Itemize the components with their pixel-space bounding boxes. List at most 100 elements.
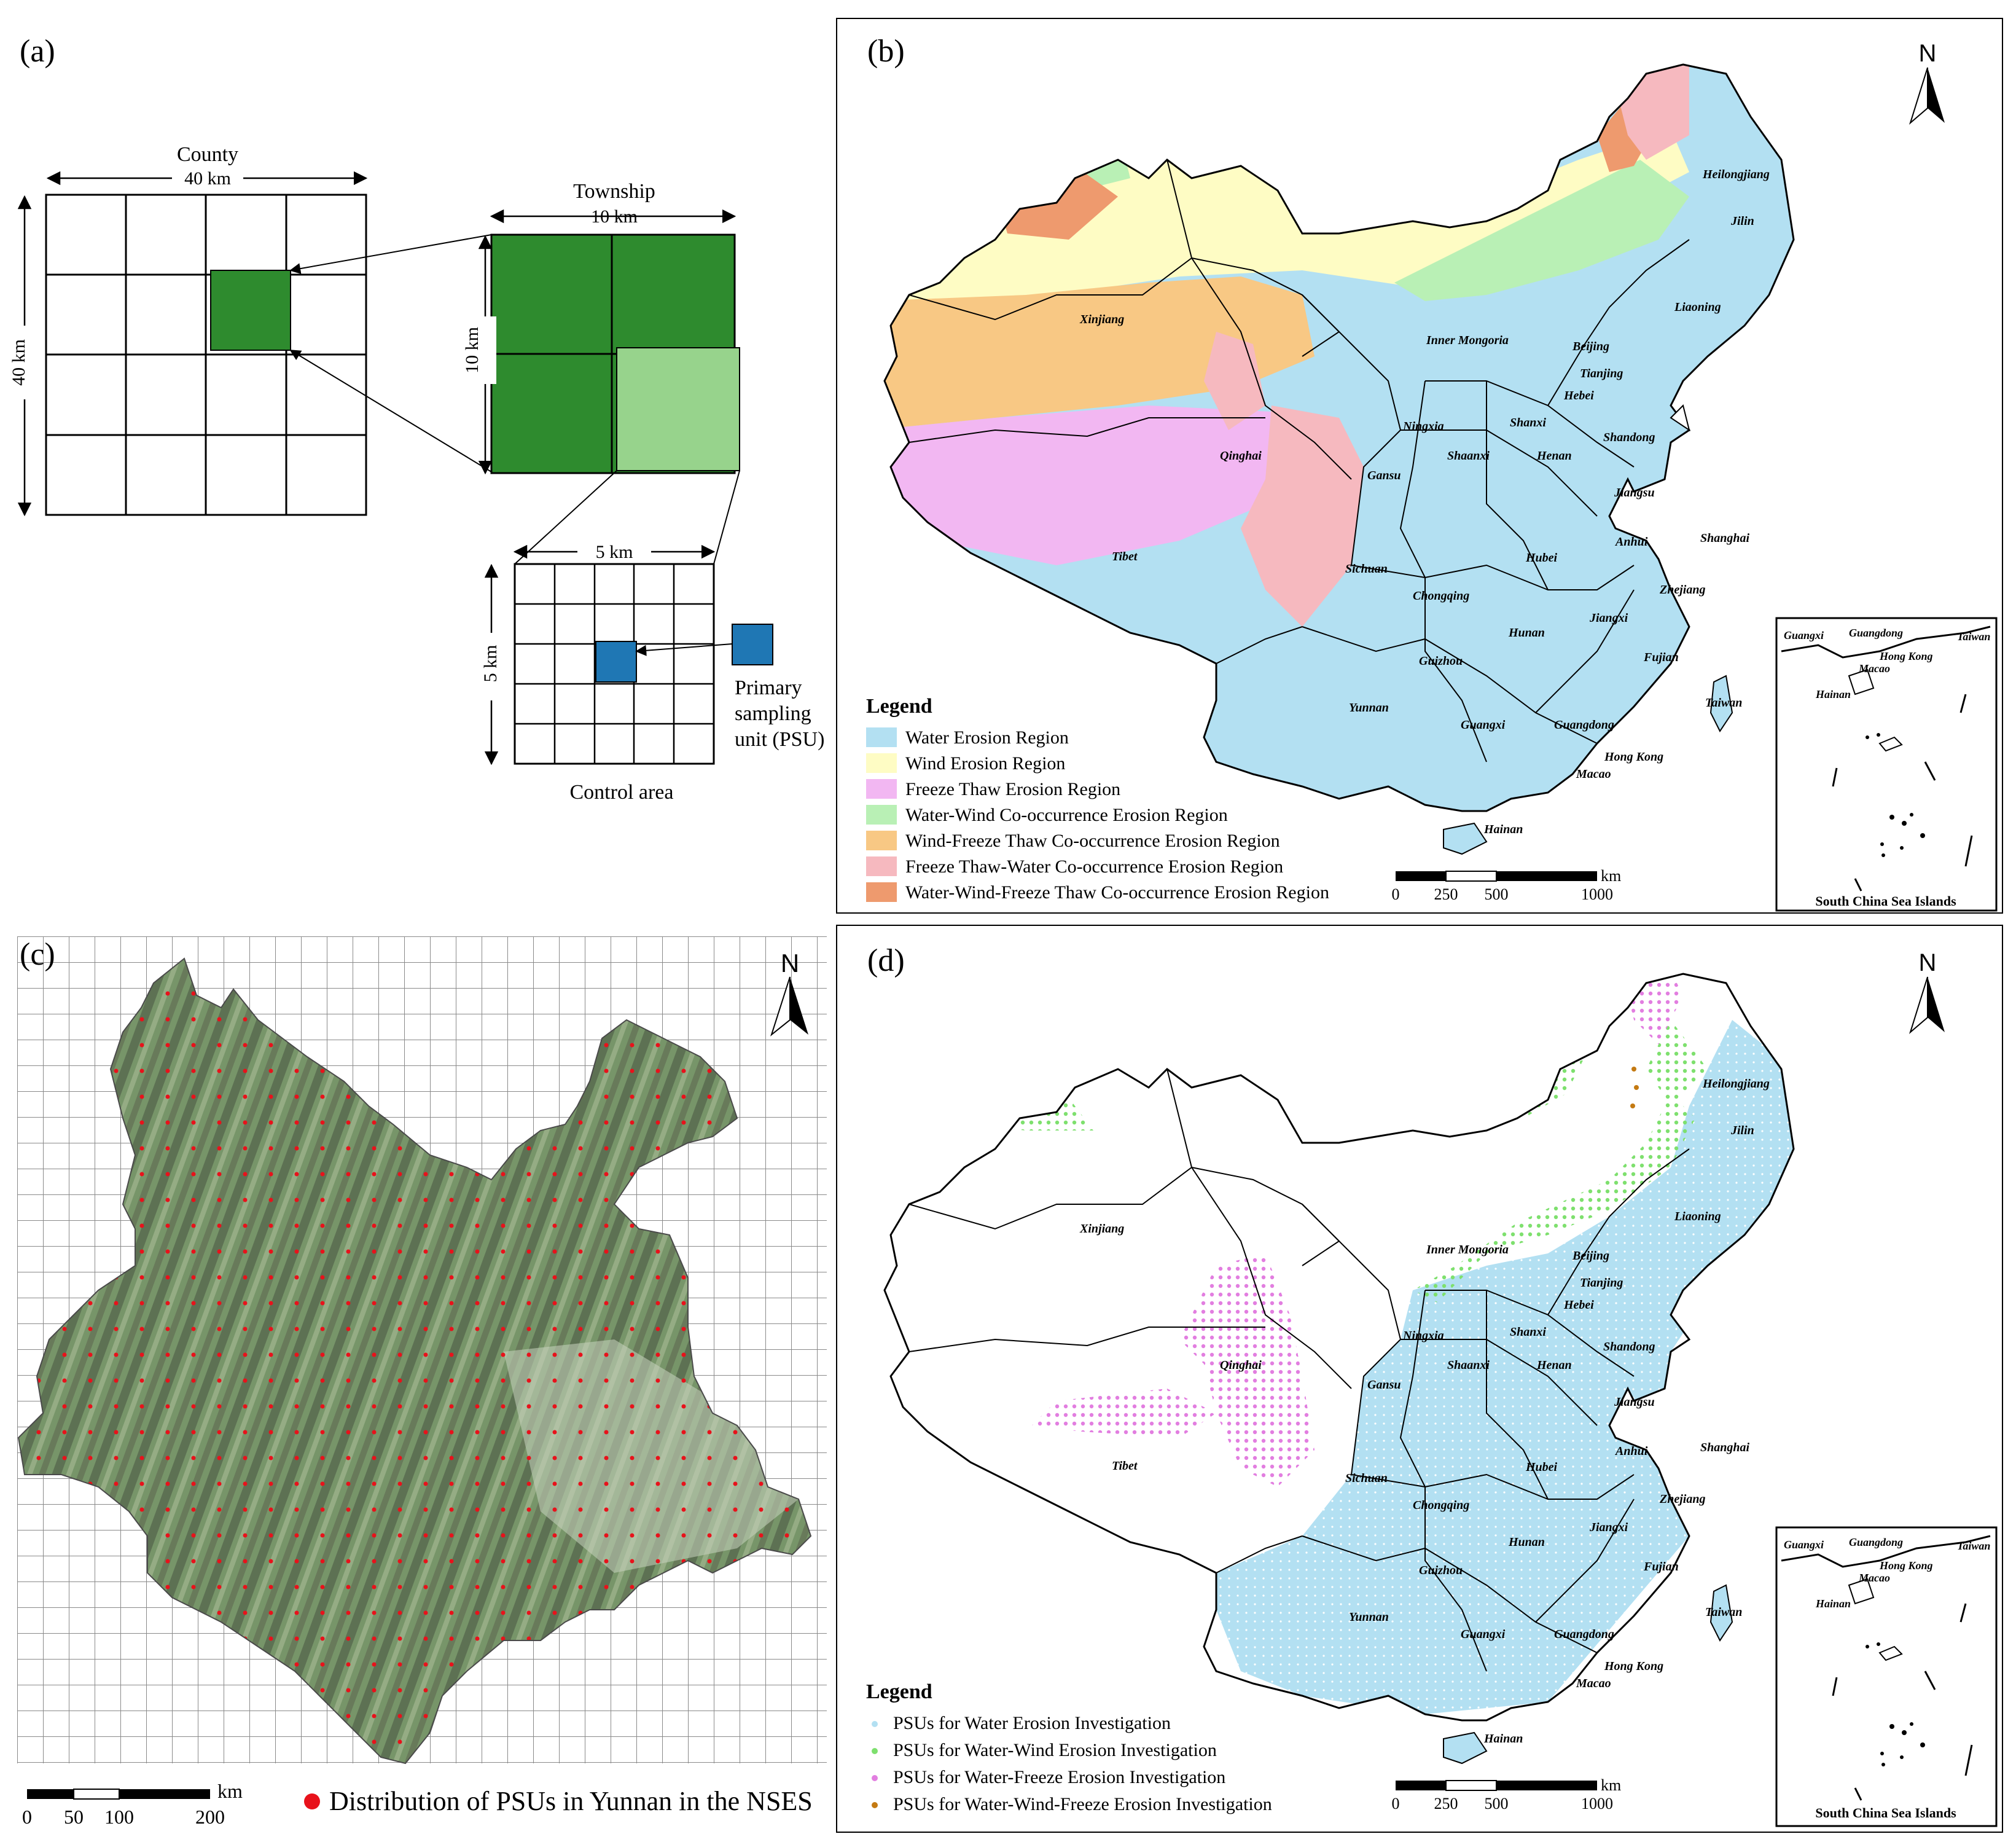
township-height-label: 10 km	[462, 327, 482, 374]
control-width-label: 5 km	[596, 542, 633, 562]
panel-d-inset: Guangxi Guangdong Taiwan Hong Kong Macao…	[1775, 1526, 1998, 1827]
province-label: Heilongjiang	[1702, 1077, 1770, 1091]
scale-tick: 0	[1392, 1795, 1400, 1813]
legend-label: PSUs for Water-Wind Erosion Investigatio…	[893, 1740, 1217, 1760]
province-label: Yunnan	[1349, 701, 1389, 715]
inset-place: Guangxi	[1784, 629, 1824, 641]
province-label: Zhejiang	[1659, 1492, 1705, 1506]
inset-place: Guangdong	[1849, 1536, 1903, 1548]
province-label: Jilin	[1730, 1124, 1754, 1137]
legend-label: PSUs for Water-Freeze Erosion Investigat…	[893, 1767, 1225, 1787]
township-width-label: 10 km	[591, 206, 638, 227]
panel-b-inset: Guangxi Guangdong Taiwan Hong Kong Macao…	[1775, 617, 1998, 912]
province-label: Guizhou	[1419, 1564, 1463, 1577]
province-label: Fujian	[1643, 651, 1679, 664]
control-height-label: 5 km	[480, 645, 501, 683]
inset-place: Guangxi	[1784, 1538, 1824, 1551]
province-label: Chongqing	[1413, 1499, 1469, 1512]
province-label: Hainan	[1483, 1732, 1523, 1746]
legend-swatch	[872, 1721, 878, 1727]
province-label: Shanghai	[1700, 531, 1749, 545]
psu-label-line2: sampling	[735, 702, 811, 725]
province-label: Anhui	[1614, 1444, 1648, 1458]
control-psu-cell	[595, 641, 637, 683]
province-label: Zhejiang	[1659, 583, 1705, 597]
province-label: Inner Mongoria	[1426, 334, 1509, 347]
legend-swatch	[866, 779, 897, 799]
psu-legend-marker	[304, 1793, 320, 1809]
province-label: Hunan	[1508, 1535, 1545, 1549]
legend-swatch	[866, 856, 897, 876]
province-label: Tibet	[1112, 1459, 1138, 1473]
province-label: Guangxi	[1461, 718, 1506, 732]
province-label: Qinghai	[1220, 449, 1262, 463]
province-label: Henan	[1536, 1358, 1572, 1372]
inset-place: Hainan	[1815, 1597, 1851, 1610]
inset-place: Macao	[1858, 662, 1890, 675]
province-label: Yunnan	[1349, 1610, 1389, 1624]
province-label: Gansu	[1367, 469, 1401, 482]
province-label: Tianjing	[1580, 367, 1623, 380]
inset-place: Hainan	[1815, 688, 1851, 700]
province-label: Sichuan	[1345, 1472, 1388, 1485]
legend-label: Wind Erosion Region	[905, 753, 1065, 774]
province-label: Chongqing	[1413, 589, 1469, 603]
province-label: Macao	[1576, 767, 1611, 781]
legend-swatch	[872, 1775, 878, 1781]
province-label: Hong Kong	[1604, 750, 1663, 764]
township-grid	[490, 233, 740, 474]
province-label: Shandong	[1603, 431, 1655, 444]
province-label: Taiwan	[1705, 1605, 1742, 1619]
scale-tick: 250	[1434, 1795, 1458, 1813]
scale-tick: 50	[64, 1806, 84, 1828]
panel-b: (b)	[836, 18, 2003, 914]
province-label: Liaoning	[1674, 1210, 1721, 1223]
province-label: Qinghai	[1220, 1358, 1262, 1372]
scale-tick: 1000	[1581, 885, 1613, 903]
township-highlight-cell	[616, 347, 740, 471]
panel-c: (c) N 0 50 100 20	[17, 936, 827, 1828]
scale-tick: 500	[1485, 885, 1509, 903]
province-label: Jiangsu	[1614, 1395, 1655, 1409]
panel-d-north-arrow: N	[1909, 949, 1945, 1035]
inset-place: Hong Kong	[1879, 1559, 1933, 1572]
panel-b-legend: Legend Water Erosion Region Wind Erosion …	[866, 695, 1329, 903]
legend-label: Freeze Thaw-Water Co-occurrence Erosion …	[905, 856, 1283, 877]
panel-c-scale-bar: 0 50 100 200 km	[22, 1780, 243, 1828]
psu-label-line1: Primary	[735, 676, 802, 699]
panel-d-legend: Legend PSUs for Water Erosion Investigat…	[866, 1680, 1272, 1814]
panel-a-label: (a)	[20, 34, 55, 69]
panel-b-north-arrow: N	[1909, 40, 1945, 125]
province-label: Inner Mongoria	[1426, 1243, 1509, 1256]
legend-label: Water-Wind-Freeze Thaw Co-occurrence Ero…	[905, 882, 1329, 903]
province-label: Ningxia	[1402, 1329, 1444, 1342]
province-label: Shaanxi	[1447, 1358, 1490, 1372]
township-title: Township	[573, 180, 655, 203]
psu-label-line3: unit (PSU)	[735, 728, 824, 751]
province-label: Shanxi	[1510, 416, 1546, 429]
control-grid	[514, 563, 715, 765]
legend-swatch	[866, 753, 897, 773]
inset-title: South China Sea Islands	[1815, 1805, 1956, 1820]
inset-place: Taiwan	[1957, 1540, 1990, 1552]
legend-label: PSUs for Water Erosion Investigation	[893, 1713, 1171, 1733]
province-label: Heilongjiang	[1702, 168, 1770, 181]
province-label: Guangdong	[1554, 1628, 1614, 1641]
north-label: N	[1919, 40, 1937, 67]
scale-unit: km	[1601, 1776, 1621, 1794]
county-grid	[45, 194, 367, 516]
county-height-label: 40 km	[9, 339, 29, 386]
inset-title: South China Sea Islands	[1815, 893, 1956, 909]
legend-label: Water-Wind Co-occurrence Erosion Region	[905, 805, 1228, 825]
panel-b-scale-bar: 0 250 500 1000 km	[1392, 867, 1622, 903]
panel-b-province-labels: Heilongjiang Jilin Liaoning Xinjiang Inn…	[1079, 168, 1770, 836]
province-label: Fujian	[1643, 1560, 1679, 1574]
psu-square	[732, 624, 773, 665]
province-label: Hubei	[1525, 551, 1558, 565]
legend-label: Freeze Thaw Erosion Region	[905, 779, 1120, 799]
panel-b-label: (b)	[867, 34, 905, 69]
panel-d-label: (d)	[867, 943, 905, 978]
legend-swatch	[866, 882, 897, 902]
scale-tick: 0	[22, 1806, 32, 1828]
